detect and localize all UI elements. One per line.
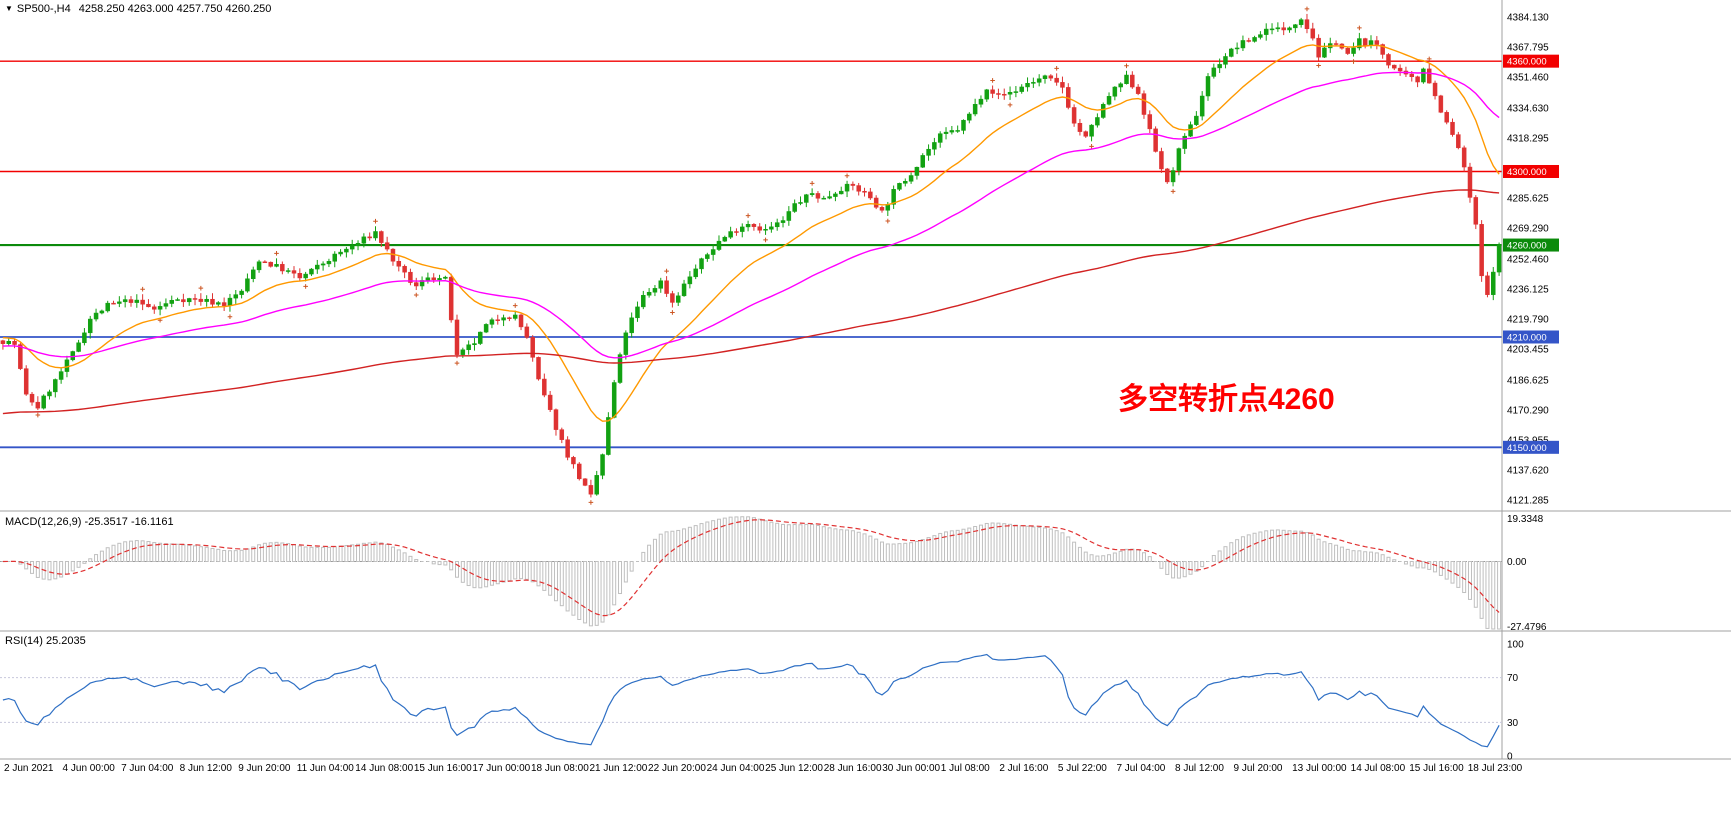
svg-text:4300.000: 4300.000	[1507, 167, 1547, 178]
rsi-indicator-label: RSI(14) 25.2035	[5, 635, 86, 647]
symbol-period-label: SP500-,H4	[16, 3, 71, 15]
ma-line-medium	[2, 71, 1500, 359]
svg-text:4137.620: 4137.620	[1507, 466, 1549, 477]
rsi-axis-labels[interactable]: 100 70 30 0	[1507, 640, 1524, 763]
time-axis-label: 25 Jun 12:00	[765, 763, 823, 774]
time-axis-label: 1 Jul 08:00	[940, 763, 990, 774]
time-axis-label: 9 Jun 20:00	[238, 763, 291, 774]
svg-text:4219.790: 4219.790	[1507, 314, 1549, 325]
time-axis-label: 8 Jul 12:00	[1175, 763, 1224, 774]
horizontal-lines[interactable]	[0, 60, 1502, 449]
price-badges: 4360.000 4300.000 4260.000 4210.000 4150.000	[1503, 54, 1559, 454]
time-axis[interactable]: 2 Jun 2021 4 Jun 00:00 7 Jun 04:00 8 Jun 12…	[0, 763, 1731, 779]
time-axis-label: 13 Jul 00:00	[1292, 763, 1347, 774]
fractal-markers	[35, 6, 1432, 505]
time-axis-label: 7 Jul 04:00	[1116, 763, 1166, 774]
time-axis-label: 18 Jun 08:00	[530, 763, 589, 774]
time-axis-label: 30 Jun 00:00	[882, 763, 941, 774]
svg-text:4170.290: 4170.290	[1507, 406, 1549, 417]
candles	[0, 13, 1502, 498]
time-axis-label: 28 Jun 16:00	[823, 763, 882, 774]
svg-text:4236.125: 4236.125	[1507, 284, 1549, 295]
svg-text:4186.625: 4186.625	[1507, 375, 1549, 386]
time-axis-label: 5 Jul 22:00	[1057, 763, 1107, 774]
svg-text:0: 0	[1507, 752, 1513, 763]
svg-text:4121.285: 4121.285	[1507, 496, 1549, 507]
time-axis-label: 18 Jul 23:00	[1467, 763, 1523, 774]
svg-text:4203.455: 4203.455	[1507, 345, 1549, 356]
rsi-line	[2, 653, 1500, 748]
svg-text:4269.290: 4269.290	[1507, 223, 1549, 234]
time-axis-label: 22 Jun 20:00	[648, 763, 706, 774]
svg-text:4150.000: 4150.000	[1507, 443, 1547, 454]
svg-text:4210.000: 4210.000	[1507, 332, 1547, 343]
svg-text:4360.000: 4360.000	[1507, 57, 1547, 68]
time-axis-label: 24 Jun 04:00	[706, 763, 765, 774]
svg-text:4367.795: 4367.795	[1507, 42, 1549, 53]
time-axis-label: 9 Jul 20:00	[1233, 763, 1283, 774]
svg-text:4285.625: 4285.625	[1507, 193, 1549, 204]
time-axis-label: 14 Jun 08:00	[355, 763, 414, 774]
svg-text:70: 70	[1507, 673, 1519, 684]
time-axis-label: 21 Jun 12:00	[589, 763, 648, 774]
svg-text:19.3348: 19.3348	[1507, 514, 1544, 525]
symbol-ohlc-label: ▼ SP500-,H4 4258.250 4263.000 4257.750 426…	[5, 3, 271, 15]
time-axis-label: 4 Jun 00:00	[62, 763, 115, 774]
macd-signal-line	[2, 519, 1500, 617]
price-axis-labels[interactable]: 4384.130 4367.795 4351.460 4334.630 4318.295…	[1507, 12, 1549, 506]
chinese-annotation: 多空转折点4260	[1118, 383, 1335, 416]
svg-text:100: 100	[1507, 640, 1524, 651]
svg-text:4260.000: 4260.000	[1507, 241, 1547, 252]
time-axis-label: 11 Jun 04:00	[296, 763, 354, 774]
ohlc-values: 4258.250 4263.000 4257.750 4260.250	[78, 3, 272, 15]
svg-text:0.00: 0.00	[1507, 557, 1527, 568]
time-axis-label: 7 Jun 04:00	[121, 763, 174, 774]
ma-line-slow	[2, 189, 1500, 415]
time-axis-label: 17 Jun 00:00	[472, 763, 531, 774]
svg-text:4384.130: 4384.130	[1507, 12, 1549, 23]
svg-text:4334.630: 4334.630	[1507, 103, 1549, 114]
ma-line-fast	[2, 44, 1500, 422]
time-axis-label: 2 Jun 2021	[4, 763, 54, 774]
svg-text:4252.460: 4252.460	[1507, 254, 1549, 265]
time-axis-label: 2 Jul 16:00	[999, 763, 1049, 774]
svg-text:4318.295: 4318.295	[1507, 133, 1549, 144]
macd-indicator-label: MACD(12,26,9) -25.3517 -16.1161	[5, 516, 174, 528]
collapse-triangle-icon[interactable]: ▼	[5, 4, 13, 13]
time-axis-label: 8 Jun 12:00	[179, 763, 232, 774]
svg-text:4351.460: 4351.460	[1507, 72, 1549, 83]
time-axis-label: 15 Jun 16:00	[413, 763, 472, 774]
time-axis-label: 15 Jul 16:00	[1409, 763, 1464, 774]
svg-text:30: 30	[1507, 718, 1519, 729]
svg-text:-27.4796: -27.4796	[1507, 622, 1547, 633]
macd-axis-labels[interactable]: 19.3348 0.00 -27.4796	[1507, 514, 1547, 633]
time-axis-label: 14 Jul 08:00	[1350, 763, 1406, 774]
macd-histogram	[1, 516, 1502, 630]
